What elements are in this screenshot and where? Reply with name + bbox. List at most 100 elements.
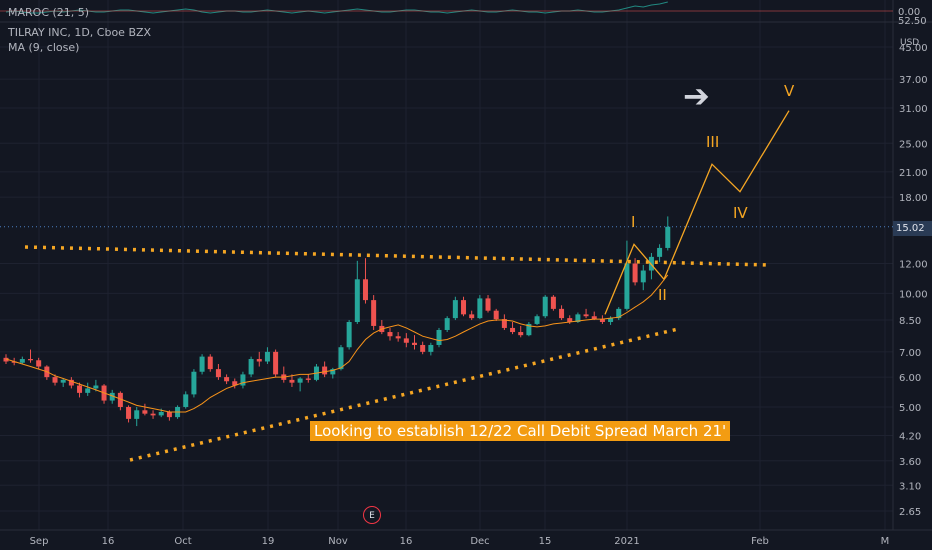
candle-body	[150, 413, 156, 416]
price-tick-label: 25.00	[899, 139, 928, 150]
candle-body	[550, 296, 556, 309]
price-tick-label: 31.00	[899, 104, 928, 115]
candle-body	[330, 369, 336, 375]
candle-body	[322, 366, 328, 375]
candle-body	[567, 318, 573, 322]
candle-body	[52, 377, 58, 383]
earnings-event-icon[interactable]: E	[363, 506, 381, 524]
candle-body	[28, 359, 34, 361]
wave-label-4: IV	[733, 204, 748, 222]
candle-body	[215, 369, 221, 378]
price-tick-label: 5.00	[899, 403, 921, 414]
candle-body	[542, 296, 548, 317]
time-tick-label: Nov	[328, 536, 348, 547]
candle-body	[36, 360, 42, 367]
candle-body	[452, 300, 458, 319]
price-tick-label: 6.00	[899, 373, 921, 384]
candle-body	[93, 385, 99, 389]
symbol-label[interactable]: TILRAY INC, 1D, Cboe BZX	[8, 26, 152, 39]
candle-body	[77, 385, 83, 393]
currency-label: USD	[900, 38, 920, 48]
candle-body	[134, 410, 140, 419]
wave-label-2: II	[658, 286, 667, 304]
candle-body	[166, 411, 172, 418]
price-tick-label: 7.00	[899, 348, 921, 359]
candle-body	[289, 379, 295, 383]
candle-body	[387, 332, 393, 337]
price-tick-label: 4.20	[899, 432, 921, 443]
candle-body	[599, 319, 605, 322]
candle-body	[264, 351, 270, 362]
candle-body	[191, 371, 197, 395]
candle-body	[616, 308, 622, 319]
candle-body	[3, 357, 9, 362]
candle-body	[534, 316, 540, 324]
candle-body	[354, 279, 360, 322]
candle-body	[624, 263, 630, 309]
candle-body	[640, 270, 646, 283]
candle-body	[395, 336, 401, 339]
candle-body	[493, 310, 499, 320]
candle-body	[68, 379, 74, 386]
candle-body	[575, 314, 581, 322]
time-tick-label: M	[881, 536, 890, 547]
candle-body	[232, 381, 238, 386]
candle-body	[183, 394, 189, 407]
time-tick-label: Oct	[174, 536, 191, 547]
candle-body	[559, 308, 565, 319]
candle-body	[346, 321, 352, 348]
candle-body	[60, 379, 66, 383]
candle-body	[665, 226, 671, 248]
wave-label-3: III	[706, 133, 720, 151]
time-tick-label: Feb	[751, 536, 769, 547]
candle-body	[501, 319, 507, 328]
candle-body	[297, 378, 303, 383]
price-tick-label: 3.60	[899, 457, 921, 468]
candle-body	[109, 392, 115, 401]
ma-label[interactable]: MA (9, close)	[8, 41, 80, 54]
candle-body	[207, 356, 213, 370]
indicator-label[interactable]: MAROC (21, 5)	[8, 6, 90, 19]
candle-body	[199, 356, 205, 372]
candle-body	[362, 279, 368, 301]
candle-body	[224, 377, 230, 382]
candle-body	[19, 359, 25, 363]
current-price-badge: 15.02	[893, 221, 932, 236]
right-arrow-icon: ➔	[683, 77, 710, 115]
candle-body	[85, 388, 91, 393]
candle-body	[248, 359, 254, 375]
candle-body	[420, 344, 426, 352]
candle-body	[632, 263, 638, 283]
price-tick-label: 10.00	[899, 289, 928, 300]
price-tick-label: 37.00	[899, 75, 928, 86]
candle-body	[657, 247, 663, 257]
candle-body	[158, 411, 164, 416]
time-tick-label: 15	[539, 536, 552, 547]
time-tick-label: 19	[262, 536, 275, 547]
time-tick-label: 16	[400, 536, 413, 547]
candle-body	[510, 327, 516, 333]
indicator-axis-tick: 52.50	[898, 16, 927, 27]
time-tick-label: 16	[102, 536, 115, 547]
candle-body	[477, 298, 483, 319]
price-tick-label: 18.00	[899, 193, 928, 204]
candle-body	[469, 314, 475, 319]
candle-body	[338, 347, 344, 370]
candle-body	[461, 300, 467, 315]
indicator-axis-tick: 0.00	[898, 7, 920, 18]
candle-body	[117, 392, 123, 407]
candle-body	[583, 314, 589, 317]
projection-path	[604, 110, 790, 315]
candle-body	[591, 316, 597, 320]
candle-body	[518, 332, 524, 336]
price-tick-label: 45.00	[899, 43, 928, 54]
trade-callout[interactable]: Looking to establish 12/22 Call Debit Sp…	[310, 421, 731, 441]
candle-body	[526, 323, 532, 336]
candle-body	[412, 342, 417, 345]
candle-body	[444, 318, 450, 330]
wave-label-5: V	[784, 82, 795, 100]
candle-body	[436, 329, 442, 345]
resistance-line	[24, 245, 771, 267]
time-tick-label: Dec	[470, 536, 489, 547]
candle-body	[485, 298, 491, 311]
